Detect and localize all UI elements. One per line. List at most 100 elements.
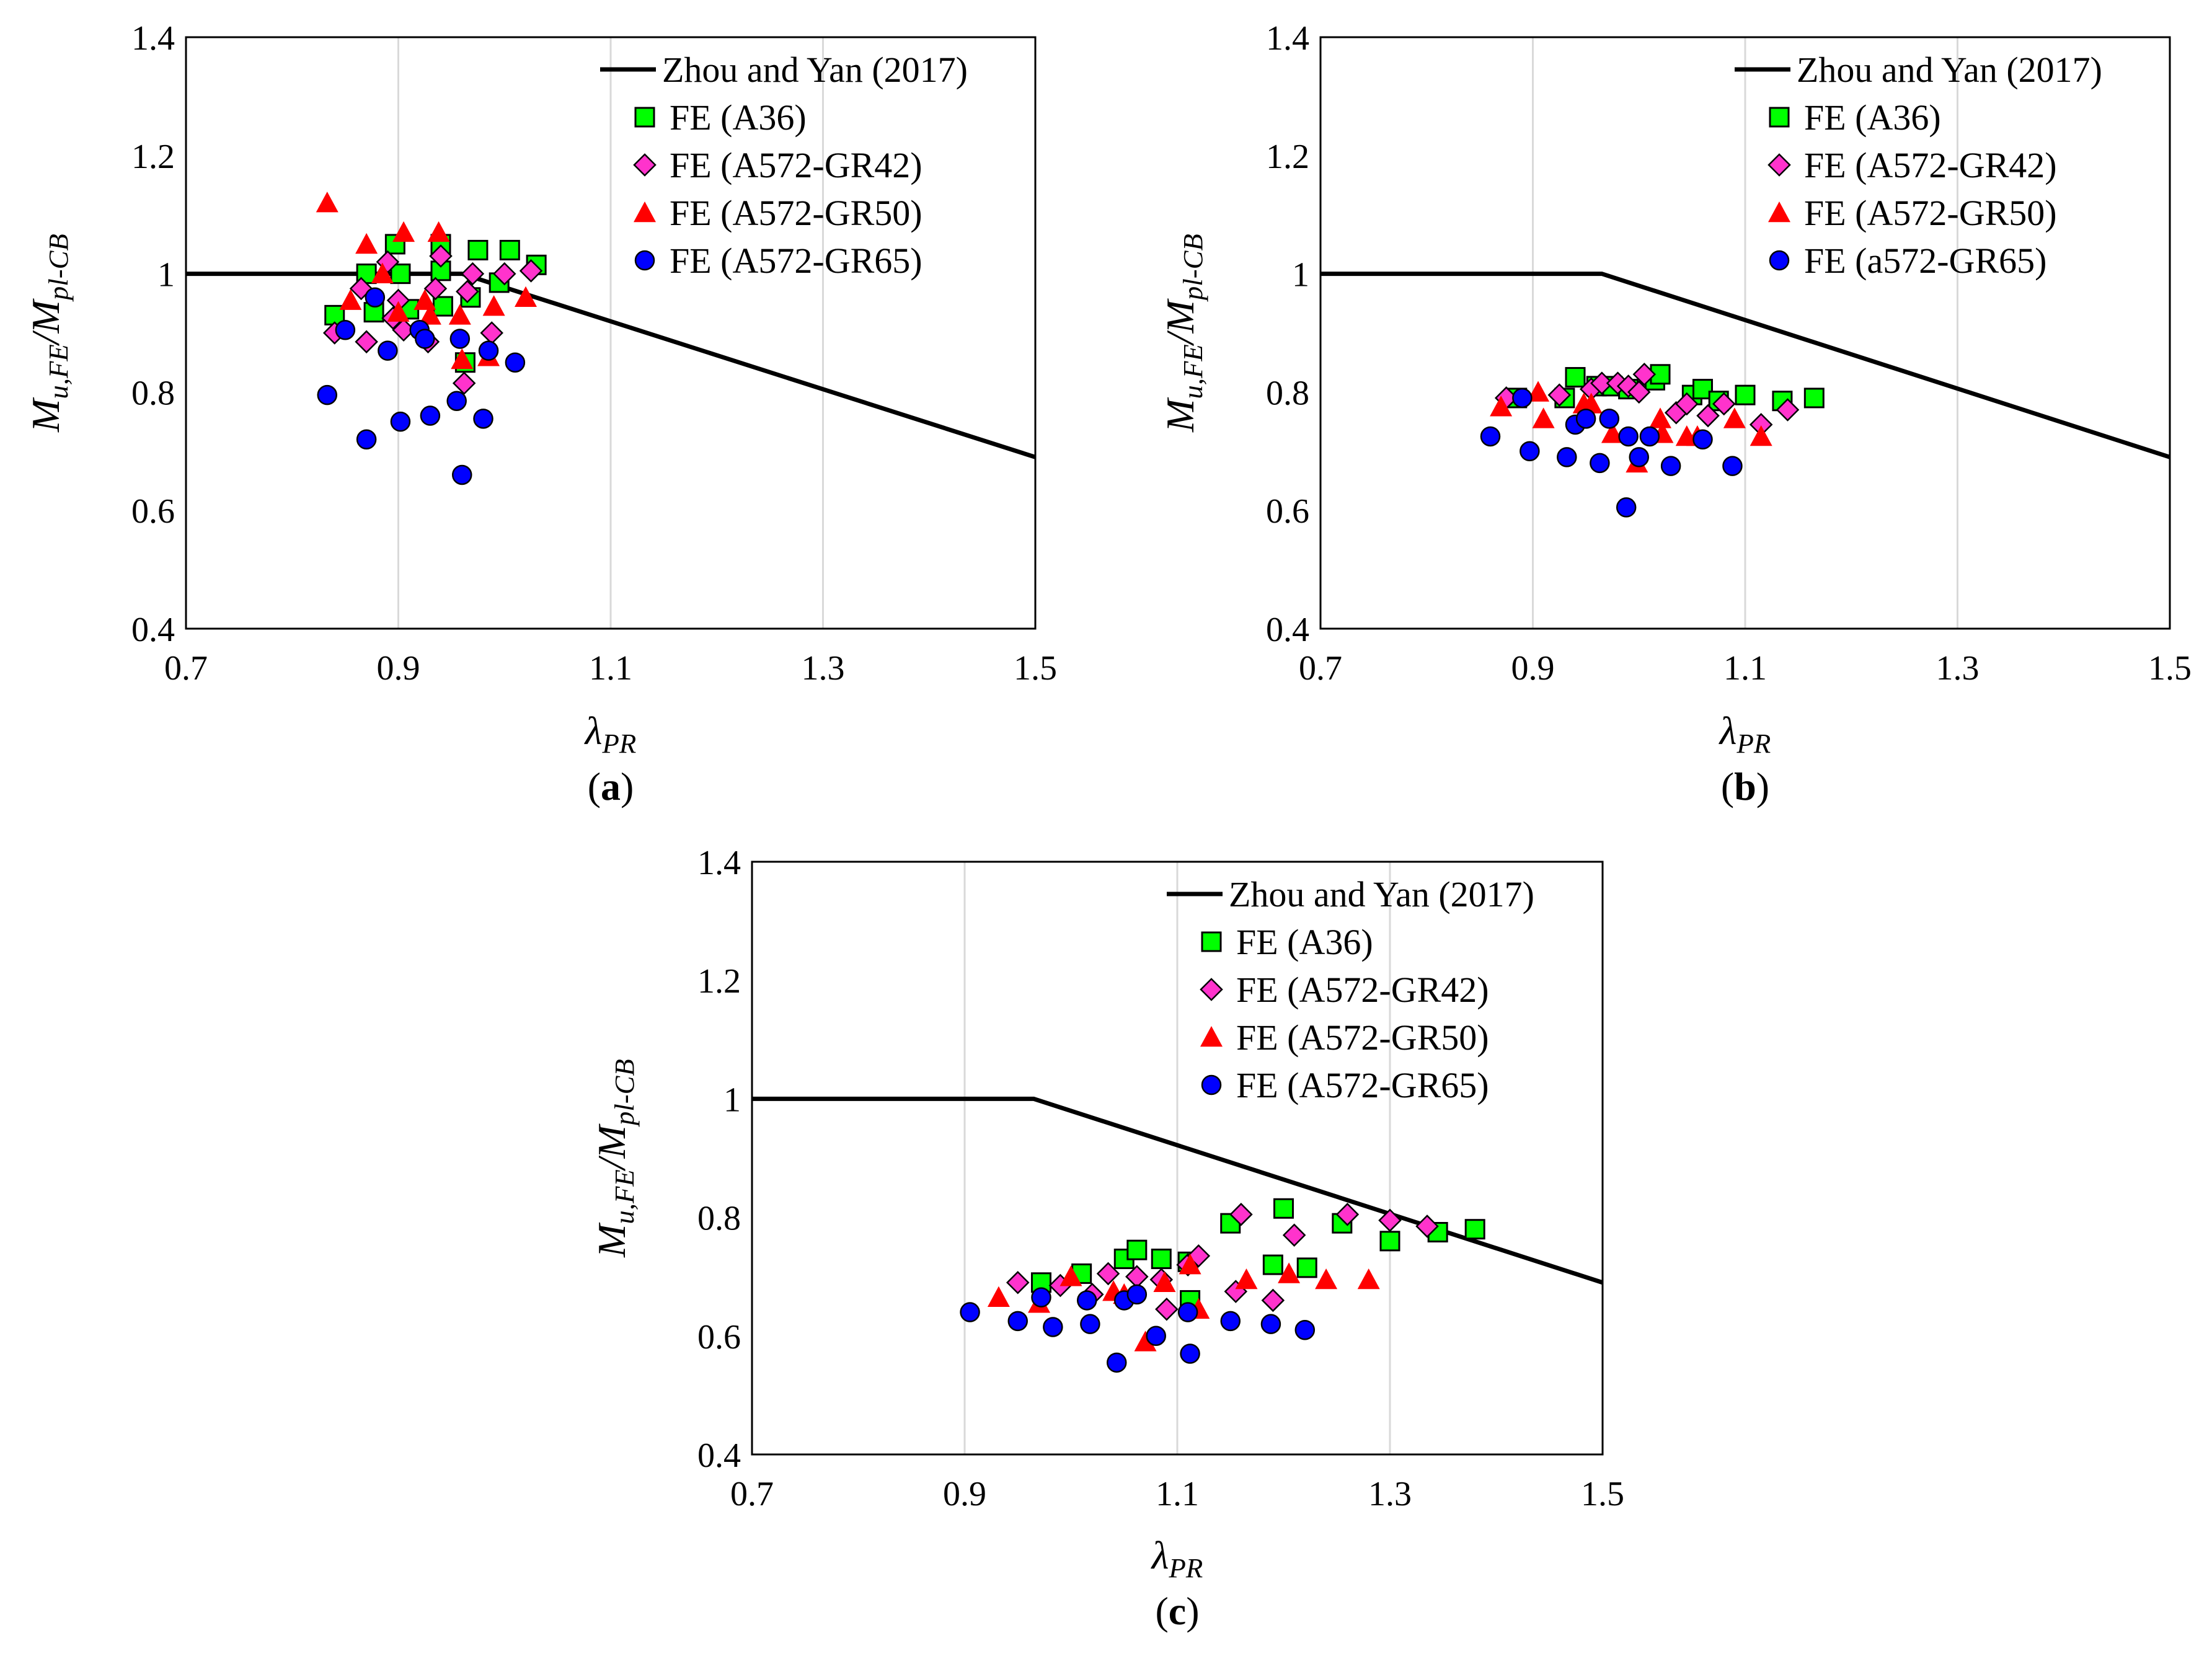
legend-label: Zhou and Yan (2017) — [1797, 50, 2102, 90]
legend: Zhou and Yan (2017) FE (A36) FE (A572-GR42… — [1167, 874, 1534, 1105]
data-point-a572-gr65 — [1146, 1325, 1166, 1347]
data-point-a572-gr42 — [1261, 1288, 1285, 1312]
data-point-a572-gr42 — [1415, 1215, 1439, 1238]
series-a36 — [324, 234, 547, 373]
data-point-a572-gr50 — [1235, 1268, 1258, 1290]
panel-label: (c) — [1155, 1589, 1199, 1633]
data-point-a572-gr65 — [1076, 1290, 1097, 1311]
data-point-a36 — [1565, 367, 1586, 388]
data-point-a572-gr65 — [415, 329, 435, 349]
data-point-a572-gr65 — [356, 429, 377, 449]
plot-area — [185, 36, 1037, 630]
legend: Zhou and Yan (2017) FE (A36) FE (A572-GR42… — [1735, 50, 2102, 281]
data-point-a36 — [1151, 1249, 1172, 1270]
data-point-a572-gr50 — [1601, 422, 1624, 443]
y-tick-label: 0.8 — [1266, 374, 1309, 412]
y-tick-label: 1.2 — [1266, 138, 1309, 176]
data-point-a572-gr42 — [1155, 1298, 1179, 1321]
x-tick-label: 0.7 — [1299, 649, 1342, 688]
legend-marker-a572-gr50 — [1200, 1026, 1223, 1047]
x-tick-label: 1.5 — [2148, 649, 2192, 688]
data-point-a572-gr50 — [1649, 407, 1671, 428]
legend-marker-a36 — [634, 107, 655, 128]
data-point-a572-gr50 — [418, 304, 441, 325]
chart-panel-a: 0.7 0.9 1.1 1.3 1.5 0.4 0.6 0.8 1 1.2 1.4 Mu,FE/Mpl… — [24, 19, 1057, 808]
data-point-a572-gr42 — [480, 321, 503, 345]
x-tick-label: 1.5 — [1014, 649, 1057, 688]
data-point-a572-gr50 — [1527, 381, 1550, 402]
data-point-a572-gr42 — [1696, 404, 1720, 428]
data-point-a36 — [432, 296, 453, 317]
data-point-a572-gr65 — [960, 1302, 980, 1322]
data-point-a572-gr65 — [365, 287, 386, 308]
x-tick-label: 1.3 — [1936, 649, 1980, 688]
data-point-a572-gr50 — [392, 221, 415, 242]
data-point-a572-gr65 — [505, 352, 526, 373]
data-point-a572-gr50 — [387, 301, 410, 322]
x-axis-label: λPR — [584, 709, 636, 759]
data-point-a572-gr50 — [1580, 392, 1603, 414]
x-tick-label: 0.9 — [943, 1475, 986, 1513]
data-point-a36 — [1262, 1254, 1283, 1275]
x-tick-label: 1.5 — [1581, 1475, 1624, 1513]
data-point-a572-gr65 — [1590, 453, 1610, 474]
data-point-a36 — [1126, 1239, 1148, 1260]
data-point-a36 — [499, 239, 520, 260]
chart-panel-b: 0.7 0.9 1.1 1.3 1.5 0.4 0.6 0.8 1 1.2 1.4 Mu,FE/Mpl… — [1158, 19, 2192, 808]
legend-marker-a572-gr50 — [1768, 201, 1790, 223]
panel-label: (b) — [1721, 764, 1769, 808]
data-point-a572-gr50 — [448, 304, 471, 325]
data-point-a572-gr50 — [1532, 407, 1555, 428]
data-point-a572-gr50 — [451, 348, 474, 370]
data-point-a572-gr65 — [390, 411, 411, 432]
x-tick-label: 1.1 — [1723, 649, 1767, 688]
legend-marker-a572-gr42 — [1200, 978, 1223, 1001]
reference-line-zhou-yan — [752, 1096, 1604, 1285]
legend-marker-a572-gr42 — [1767, 153, 1791, 177]
data-point-a572-gr50 — [987, 1286, 1010, 1307]
data-point-a572-gr65 — [1180, 1343, 1200, 1364]
y-tick-label: 1.4 — [697, 844, 741, 882]
x-tick-label: 0.9 — [1511, 649, 1555, 688]
legend-label: FE (A572-GR65) — [670, 241, 922, 281]
data-point-a572-gr50 — [1723, 407, 1746, 428]
series-a572-gr65 — [317, 287, 526, 485]
data-point-a36 — [324, 304, 345, 325]
reference-line-zhou-yan — [1321, 272, 2171, 459]
data-point-a572-gr65 — [1007, 1311, 1028, 1332]
data-point-a572-gr42 — [355, 330, 378, 354]
data-point-a572-gr65 — [378, 340, 398, 361]
data-point-a572-gr65 — [1126, 1284, 1148, 1305]
legend-label: FE (A572-GR50) — [1804, 193, 2057, 233]
data-point-a572-gr65 — [1575, 409, 1596, 429]
data-point-a572-gr50 — [482, 295, 505, 316]
data-point-a572-gr50 — [339, 289, 362, 310]
data-point-a572-gr65 — [478, 340, 499, 361]
data-point-a572-gr65 — [1294, 1319, 1316, 1340]
data-point-a572-gr65 — [1616, 497, 1637, 518]
legend-label: FE (a572-GR65) — [1804, 241, 2046, 281]
y-axis-label: Mu,FE/Mpl-CB — [1158, 234, 1208, 433]
data-point-a572-gr42 — [1282, 1223, 1306, 1247]
data-point-a36 — [467, 239, 489, 260]
data-point-a572-gr42 — [1229, 1203, 1253, 1226]
data-point-a572-gr42 — [492, 262, 516, 286]
data-point-a572-gr65 — [1512, 387, 1533, 409]
x-tick-label: 1.1 — [1156, 1475, 1199, 1513]
data-point-a572-gr65 — [1106, 1352, 1127, 1373]
y-tick-label: 0.8 — [131, 374, 175, 412]
x-axis-label: λPR — [1719, 709, 1771, 759]
data-point-a572-gr42 — [456, 280, 479, 303]
legend-label: FE (A36) — [1236, 922, 1373, 962]
series-a572-gr50 — [1490, 381, 1772, 473]
reference-line-zhou-yan — [186, 272, 1037, 459]
legend-label: FE (A36) — [670, 97, 807, 138]
data-point-a572-gr50 — [515, 286, 537, 308]
data-point-a36 — [1379, 1231, 1400, 1252]
series-a572-gr42 — [1494, 363, 1800, 436]
legend-label: FE (A572-GR65) — [1236, 1065, 1489, 1105]
data-point-a572-gr42 — [429, 244, 453, 268]
data-point-a572-gr50 — [1060, 1265, 1082, 1286]
legend-label: Zhou and Yan (2017) — [1229, 874, 1534, 914]
